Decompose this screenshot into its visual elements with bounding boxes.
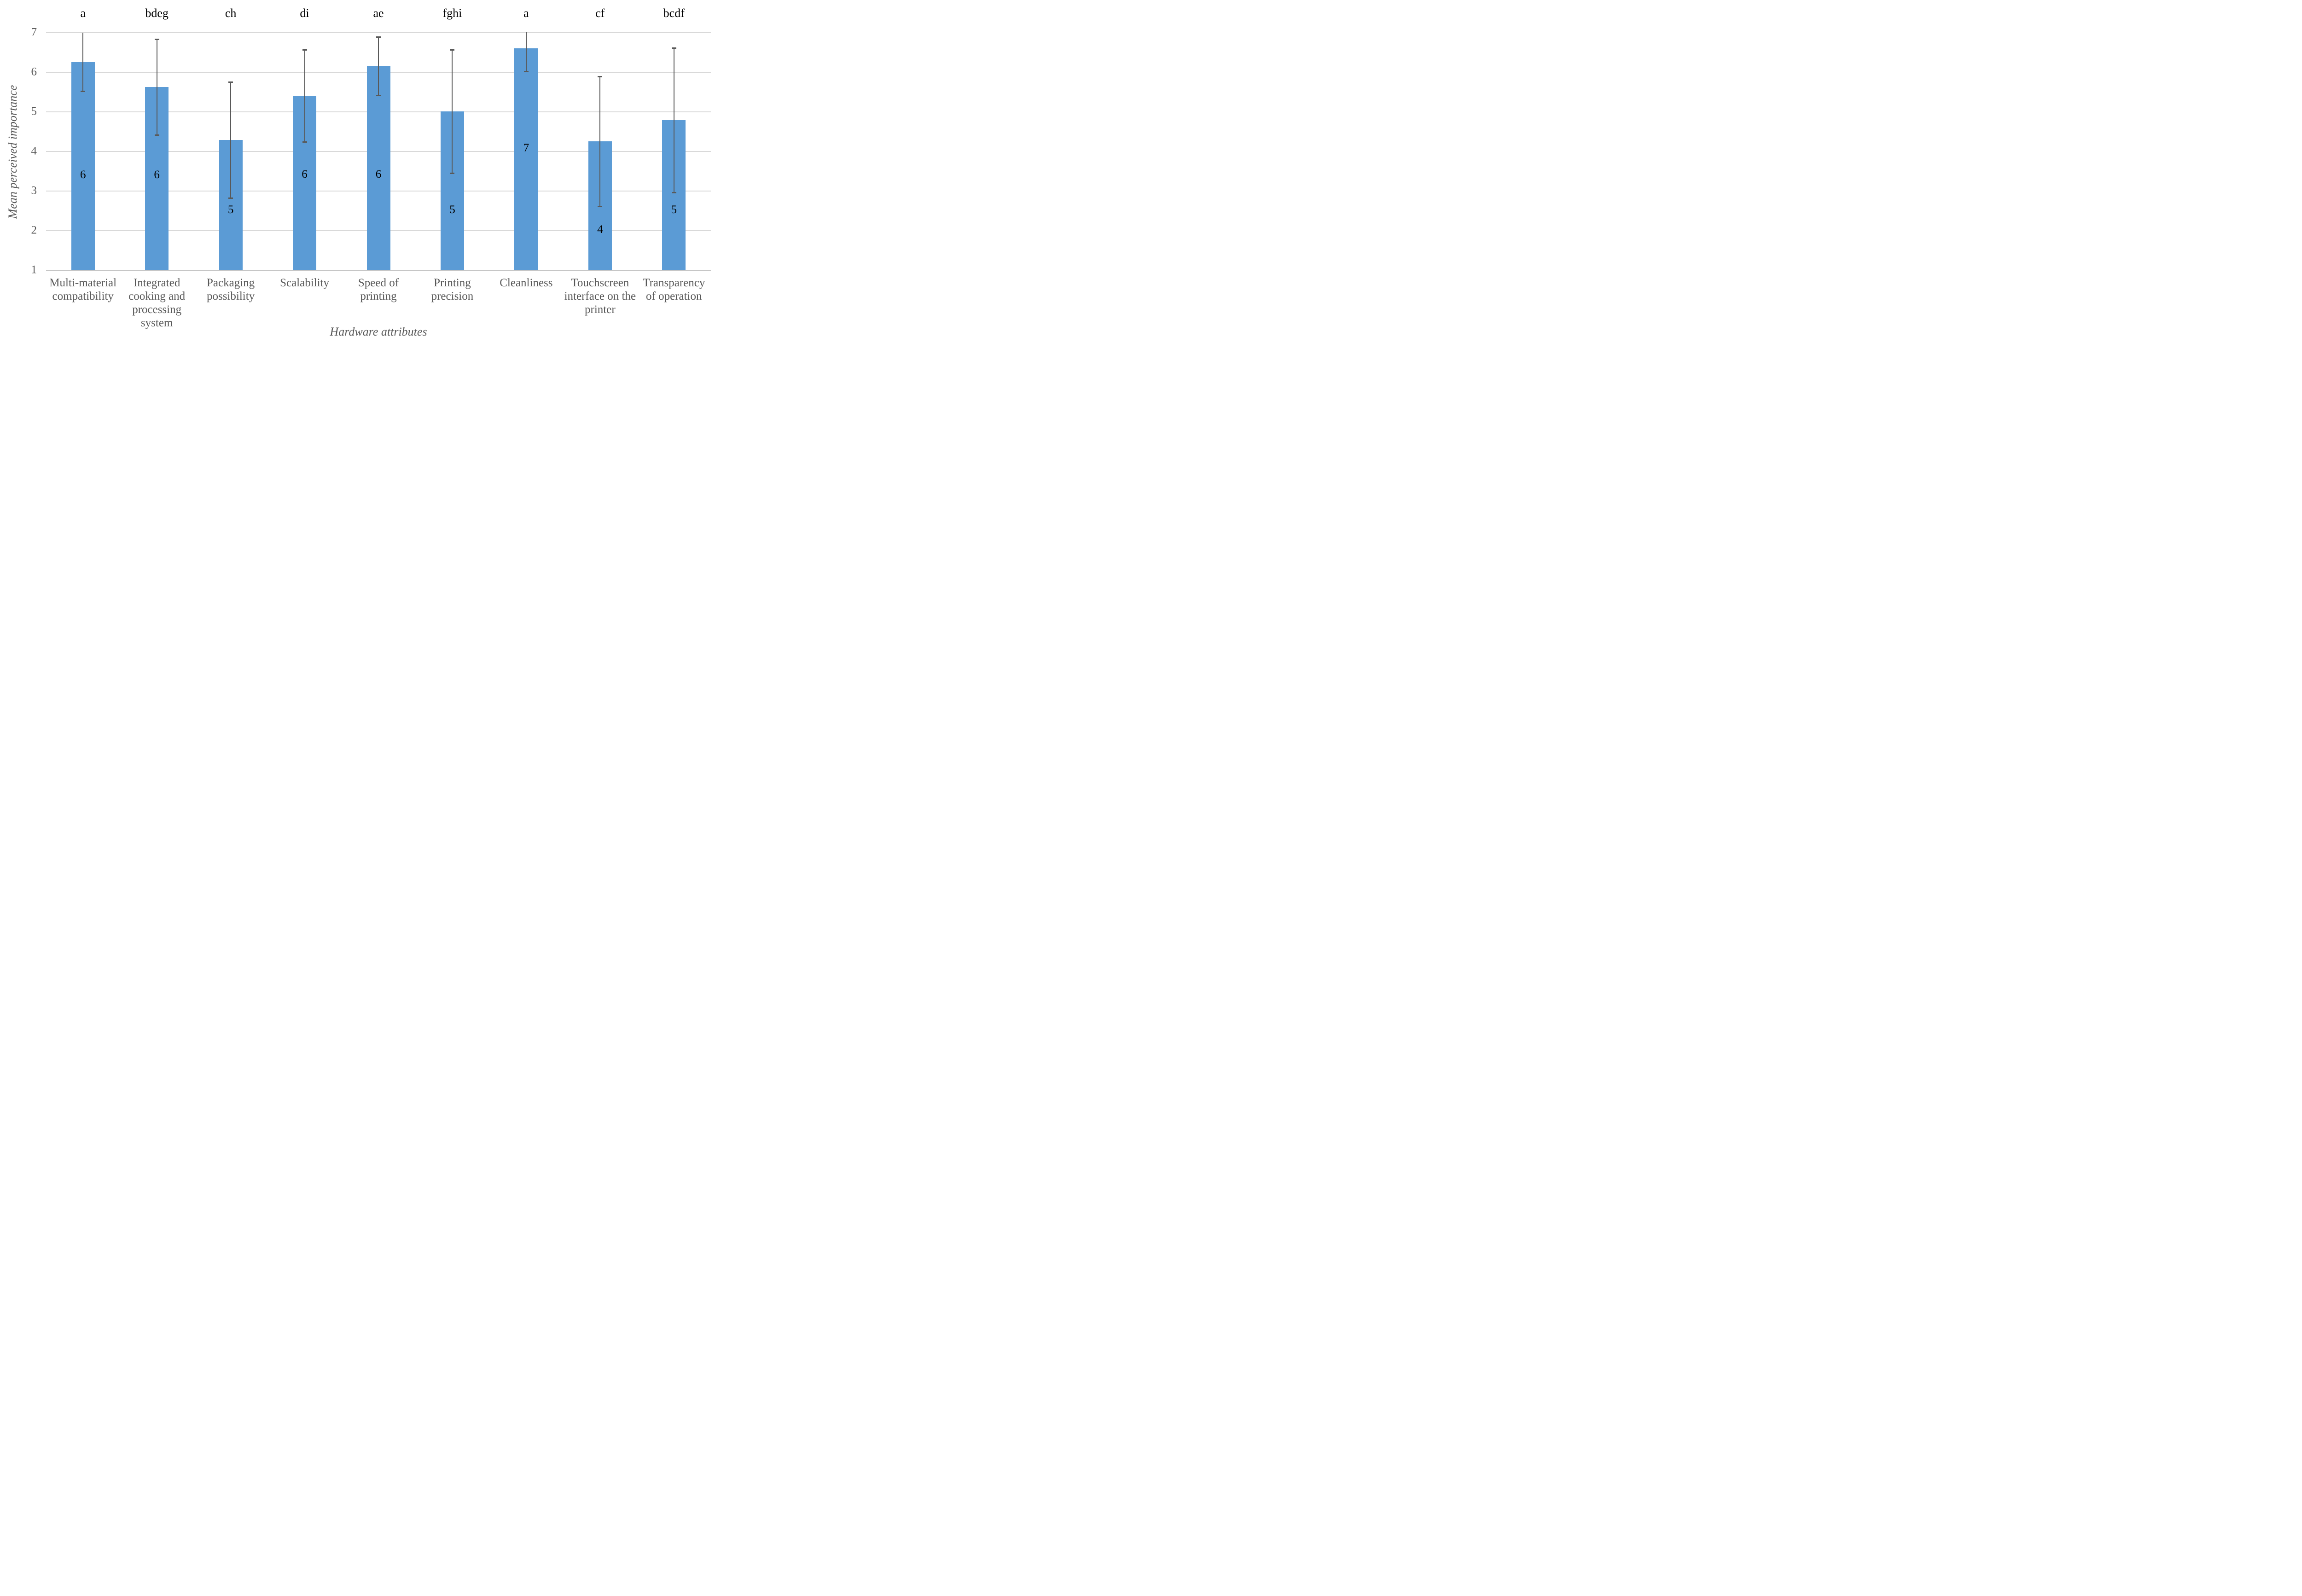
bar-value-label: 6 xyxy=(80,168,86,181)
grid-line xyxy=(46,32,711,33)
category-label-line: precision xyxy=(431,290,474,302)
y-tick-label: 3 xyxy=(31,184,37,197)
category-label: Printing precision xyxy=(411,276,494,303)
error-bar xyxy=(525,32,527,72)
category-label: Packaging possibility xyxy=(189,276,272,303)
category-label-line: interface on the xyxy=(564,290,636,302)
bar xyxy=(71,62,95,270)
error-bar xyxy=(599,76,601,206)
category-label-line: of operation xyxy=(646,290,702,302)
significance-letter: a xyxy=(523,6,529,20)
bar-chart-figure: Mean perceived importance Hardware attri… xyxy=(0,0,722,346)
error-bar xyxy=(82,33,84,92)
error-bar-cap-bottom xyxy=(81,91,86,93)
category-label-line: compatibility xyxy=(52,290,114,302)
category-label-line: possibility xyxy=(207,290,255,302)
category-label-line: Multi-material xyxy=(49,277,117,289)
bar-value-label: 5 xyxy=(227,203,234,216)
category-label-line: printing xyxy=(360,290,397,302)
error-bar-cap-top xyxy=(376,36,381,38)
significance-letter: bdeg xyxy=(145,6,169,20)
error-bar-cap-bottom xyxy=(598,205,603,207)
error-bar-cap-bottom xyxy=(671,192,676,194)
category-label-line: processing xyxy=(132,303,182,316)
y-tick-label: 7 xyxy=(31,26,37,39)
error-bar-cap-bottom xyxy=(228,197,233,199)
y-tick-label: 1 xyxy=(31,263,37,276)
bar-value-label: 4 xyxy=(597,223,603,236)
bar-value-label: 6 xyxy=(375,168,382,180)
y-tick-label: 2 xyxy=(31,224,37,237)
category-label: Scalability xyxy=(263,276,346,290)
category-label-line: Packaging xyxy=(207,277,255,289)
plot-area: 7 6 5 4 3 2 1 a 6 Multi-material compatibility bdeg… xyxy=(0,0,722,346)
bar-value-label: 6 xyxy=(154,168,160,181)
category-label-line: Speed of xyxy=(358,277,399,289)
error-bar xyxy=(378,36,379,95)
category-label-line: system xyxy=(140,317,173,329)
y-tick-label: 6 xyxy=(31,65,37,78)
significance-letter: ch xyxy=(225,6,237,20)
bar-value-label: 7 xyxy=(523,142,529,155)
y-tick-label: 4 xyxy=(31,145,37,157)
error-bar-cap-bottom xyxy=(154,134,159,136)
x-axis-line xyxy=(46,270,711,271)
bar-value-label: 5 xyxy=(449,203,455,216)
category-label-line: Printing xyxy=(434,277,471,289)
error-bar-cap-top xyxy=(302,49,307,51)
bar-value-label: 5 xyxy=(671,203,677,216)
error-bar xyxy=(304,49,305,142)
significance-letter: ae xyxy=(373,6,384,20)
bar xyxy=(366,66,390,270)
significance-letter: bcdf xyxy=(663,6,685,20)
category-label-line: Touchscreen xyxy=(571,277,629,289)
significance-letter: di xyxy=(300,6,309,20)
category-label-line: Integrated xyxy=(133,277,180,289)
error-bar xyxy=(230,81,232,198)
significance-letter: fghi xyxy=(442,6,462,20)
bar-value-label: 6 xyxy=(302,168,308,180)
error-bar-cap-top xyxy=(450,49,455,51)
error-bar-cap-bottom xyxy=(376,94,381,96)
error-bar-cap-bottom xyxy=(302,141,307,143)
error-bar-cap-top xyxy=(228,81,233,83)
x-axis-title: Hardware attributes xyxy=(330,325,427,338)
significance-letter: cf xyxy=(595,6,605,20)
category-label-line: Scalability xyxy=(280,277,329,289)
error-bar xyxy=(452,49,453,174)
category-label-line: cooking and xyxy=(128,290,186,302)
error-bar-cap-bottom xyxy=(450,173,455,174)
error-bar-cap-top xyxy=(671,47,676,49)
significance-letter: a xyxy=(80,6,86,20)
category-label: Speed of printing xyxy=(337,276,420,303)
y-tick-label: 5 xyxy=(31,105,37,118)
bar xyxy=(514,48,538,270)
category-label-line: Cleanliness xyxy=(500,277,553,289)
category-label: Transparency of operation xyxy=(633,276,715,303)
error-bar-cap-bottom xyxy=(523,71,529,73)
category-label: Cleanliness xyxy=(485,276,568,290)
category-label: Integrated cooking and processing system xyxy=(116,276,198,330)
category-label: Multi-material compatibility xyxy=(41,276,124,303)
category-label-line: printer xyxy=(585,303,616,316)
error-bar-cap-top xyxy=(154,38,159,40)
category-label-line: Transparency xyxy=(643,277,705,289)
error-bar-cap-top xyxy=(598,75,603,77)
category-label: Touchscreen interface on the printer xyxy=(558,276,641,316)
